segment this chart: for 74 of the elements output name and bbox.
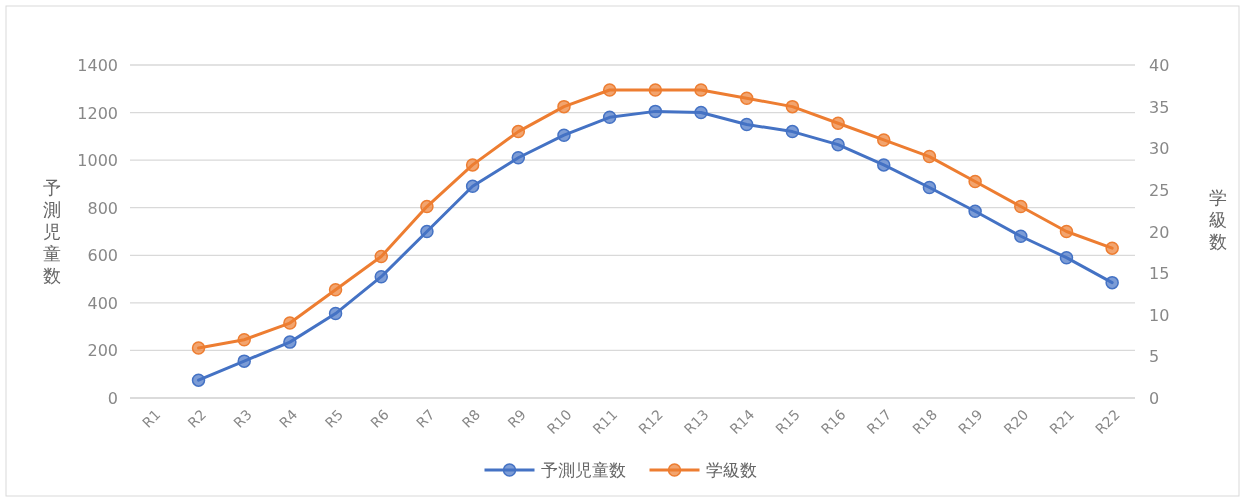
point	[602, 110, 617, 125]
point	[922, 180, 937, 195]
x-tick-label: R7	[413, 406, 438, 431]
point	[785, 99, 800, 114]
y-tick-label: 1000	[77, 151, 118, 171]
point	[374, 249, 388, 264]
y2-tick-label: 0	[1149, 389, 1160, 408]
point	[648, 83, 663, 97]
point	[968, 174, 982, 189]
point	[1059, 250, 1074, 265]
point	[465, 179, 480, 194]
point	[557, 99, 571, 114]
y-axis-title: 予測児童数	[43, 176, 61, 286]
y-tick-label: 800	[87, 198, 118, 218]
point	[968, 204, 982, 219]
point	[465, 158, 480, 172]
point	[877, 158, 891, 172]
legend-label: 予測児童数	[540, 460, 626, 480]
point	[511, 151, 526, 165]
point	[602, 83, 617, 97]
legend-label: 学級数	[705, 460, 757, 480]
point	[1014, 199, 1028, 214]
point	[237, 332, 251, 347]
y2-tick-label: 20	[1149, 222, 1170, 242]
point	[328, 306, 343, 321]
point	[328, 283, 343, 297]
point	[557, 128, 571, 142]
point	[420, 224, 434, 239]
y2-tick-label: 15	[1149, 264, 1170, 284]
point	[739, 117, 754, 132]
point	[283, 335, 297, 349]
y2-tick-label: 10	[1149, 305, 1170, 325]
point	[1105, 241, 1119, 255]
y-tick-label: 400	[87, 293, 118, 313]
y2-tick-label: 5	[1149, 347, 1160, 367]
point	[191, 341, 206, 355]
point	[374, 269, 388, 284]
x-tick-label: R21	[1046, 406, 1078, 438]
point	[420, 199, 434, 214]
point	[1014, 229, 1028, 244]
y2-tick-label: 35	[1149, 97, 1170, 117]
y2-tick-label: 40	[1149, 56, 1170, 75]
point	[1059, 224, 1074, 239]
x-tick-label: R8	[458, 406, 484, 431]
point	[1105, 275, 1119, 290]
x-tick-label: R11	[589, 406, 621, 438]
point	[694, 105, 708, 120]
y-tick-label: 1200	[77, 103, 118, 123]
x-tick-label: R9	[504, 406, 529, 431]
point	[237, 354, 251, 368]
point	[877, 133, 891, 147]
x-tick-label: R2	[184, 406, 210, 431]
y2-tick-label: 25	[1149, 180, 1170, 200]
point	[739, 91, 754, 106]
point	[191, 373, 206, 387]
x-tick-label: R5	[321, 406, 347, 431]
point	[785, 124, 800, 139]
point	[831, 116, 845, 131]
point	[511, 124, 526, 139]
x-tick-label: R4	[276, 406, 301, 431]
point	[694, 83, 708, 97]
y-tick-label: 1400	[77, 56, 118, 75]
y-tick-label: 200	[87, 341, 118, 361]
point	[283, 316, 297, 330]
y-tick-label: 600	[87, 246, 118, 266]
point	[831, 137, 845, 152]
y2-tick-label: 30	[1149, 139, 1170, 159]
point	[922, 149, 937, 164]
x-tick-label: R3	[230, 406, 255, 431]
point	[648, 104, 663, 119]
y-tick-label: 0	[107, 389, 118, 408]
y2-axis-title: 学級数	[1209, 186, 1227, 252]
x-tick-label: R6	[367, 406, 392, 431]
x-tick-label: R1	[139, 406, 164, 431]
